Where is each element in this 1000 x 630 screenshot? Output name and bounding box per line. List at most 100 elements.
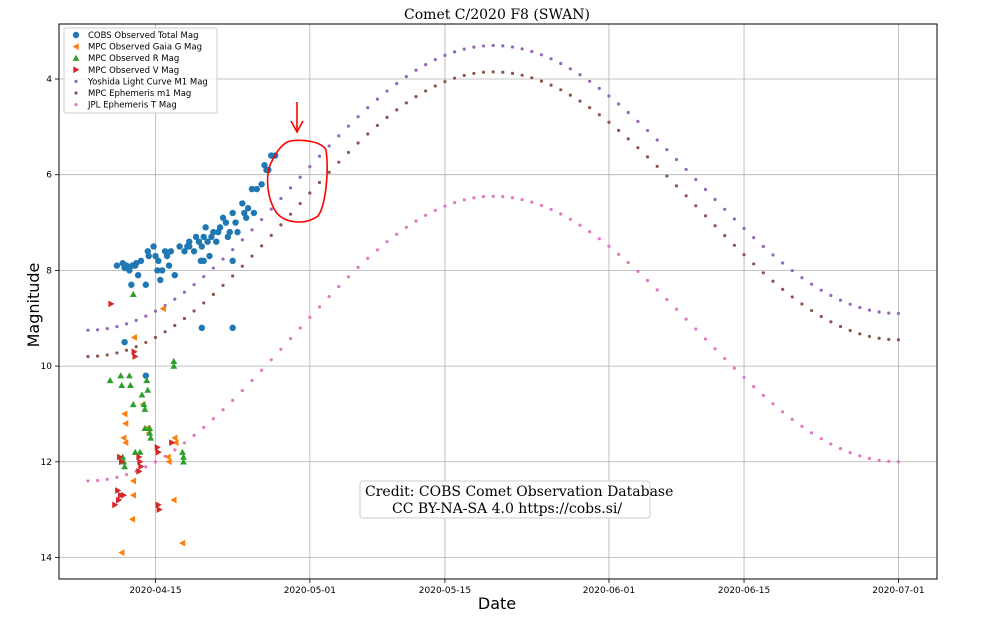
y-axis-ticks: 4 6 8 10 12 14	[41, 75, 59, 563]
rmag-point	[129, 400, 137, 408]
yoshida-curve-point	[520, 47, 524, 51]
mpc_eph-curve-point	[597, 113, 601, 117]
jpl-curve-point	[568, 217, 572, 221]
cobs-point	[248, 185, 256, 193]
yoshida-curve-point	[260, 217, 264, 222]
mpc_eph-curve-point	[375, 123, 379, 128]
yoshida-curve-point	[298, 175, 302, 179]
cobs-point	[204, 238, 211, 245]
jpl-curve-point	[260, 368, 264, 372]
mpc_eph-curve-point	[809, 308, 814, 313]
gaia-point	[179, 539, 186, 547]
cobs-point	[232, 219, 239, 226]
rmag-point	[141, 424, 149, 432]
y-axis-label: Magnitude	[24, 263, 43, 348]
jpl-curve-point	[414, 219, 418, 223]
rmag-point	[179, 448, 186, 455]
mpc_eph-curve-point	[896, 338, 901, 342]
jpl-curve-point	[327, 295, 331, 299]
jpl-curve-point	[173, 448, 177, 452]
cobs-point	[224, 233, 232, 241]
mpc_eph-curve-point	[356, 141, 360, 145]
jpl-curve-point	[877, 458, 881, 462]
cobs-point	[145, 252, 152, 260]
mpc_eph-curve-point	[819, 314, 823, 319]
yoshida-curve-point	[694, 177, 698, 182]
legend-label-yoshida: Yoshida Light Curve M1 Mag	[87, 77, 208, 87]
plot-frame	[58, 23, 938, 580]
cobs-point	[161, 248, 169, 255]
yoshida-curve-point	[385, 89, 389, 93]
yoshida-curve-point	[809, 282, 814, 286]
cobs-point	[142, 281, 150, 288]
yoshida-curve-point	[231, 248, 235, 252]
mpc_eph-curve-point	[867, 334, 872, 339]
gaia-point	[165, 458, 172, 466]
cobs-point	[216, 224, 224, 231]
jpl-curve-point	[617, 252, 621, 256]
yoshida-curve-point	[95, 328, 100, 332]
jpl-curve-point	[896, 460, 901, 464]
gaia-point	[130, 333, 137, 341]
x-tick-label: 2020-05-15	[419, 586, 471, 596]
yoshida-curve-point	[800, 276, 804, 280]
cobs-point	[134, 271, 142, 279]
cobs-point	[123, 262, 130, 269]
rmag-point	[117, 372, 125, 379]
highlight-annotation	[266, 102, 328, 223]
jpl-curve-point	[645, 278, 650, 283]
legend-label-vmag: MPC Observed V Mag	[88, 66, 179, 76]
mpc_eph-curve-point	[723, 234, 727, 238]
cobs-point	[208, 233, 215, 241]
yoshida-curve-point	[578, 73, 582, 77]
rmag-point	[147, 434, 155, 441]
jpl-curve-point	[665, 297, 669, 302]
jpl-curve-point	[588, 230, 592, 234]
gaia-point	[122, 420, 129, 427]
yoshida-curve-point	[452, 50, 457, 54]
rmag-point	[131, 448, 139, 455]
mpc_eph-curve-point	[346, 150, 351, 155]
vmag-point	[108, 300, 115, 308]
yoshida-curve-point	[645, 128, 650, 133]
mpc_eph-curve-point	[655, 164, 659, 168]
jpl-curve-point	[288, 336, 293, 341]
yoshida-curve-point	[742, 226, 746, 231]
mpc_eph-curve-point	[211, 292, 215, 296]
mpc_eph-curve-point	[443, 80, 447, 84]
gaia-point	[129, 491, 137, 499]
mpc_eph-curve-point	[732, 243, 736, 247]
rmag-point	[106, 377, 114, 384]
mpc_eph-curve-point	[250, 254, 254, 258]
cobs-point	[226, 228, 233, 236]
mpc_eph-curve-point	[202, 301, 206, 305]
mpc_eph-curve-point	[395, 108, 399, 112]
rmag-point	[129, 290, 137, 298]
rmag-point	[170, 362, 178, 369]
cobs-point	[214, 228, 222, 236]
mpc_eph-curve-point	[298, 201, 302, 206]
cobs-point	[219, 214, 227, 221]
jpl-curve-point	[308, 315, 312, 319]
yoshida-curve-point	[221, 257, 225, 261]
mpc_eph-curve-point	[626, 137, 630, 141]
jpl-curve-point	[501, 195, 505, 199]
yoshida-curve-point	[481, 44, 486, 48]
gaia-point	[159, 305, 166, 313]
mpc_eph-curve-point	[877, 336, 881, 340]
yoshida-curve-point	[703, 187, 708, 192]
mpc_eph-curve-point	[703, 214, 708, 218]
yoshida-curve-point	[443, 53, 447, 57]
jpl-curve-point	[520, 197, 524, 202]
mpc_eph-curve-point	[790, 295, 794, 299]
cobs-point	[242, 214, 250, 221]
jpl-curve-point	[819, 437, 823, 441]
vmag-point	[120, 491, 128, 499]
jpl-curve-point	[192, 433, 196, 437]
rmag-point	[140, 400, 148, 408]
yoshida-curve-point	[404, 74, 408, 79]
mpc_eph-curve-point	[684, 194, 688, 198]
cobs-point	[229, 209, 236, 217]
jpl-curve-point	[539, 203, 544, 208]
highlight-circle	[266, 139, 328, 223]
